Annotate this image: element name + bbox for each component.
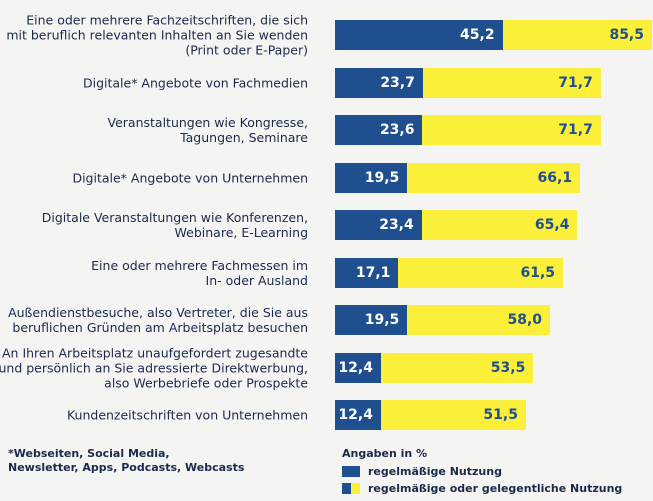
value-label: 71,7 [558, 74, 593, 91]
footnote: *Webseiten, Social Media, Newsletter, Ap… [8, 447, 245, 474]
value-label: 51,5 [483, 407, 518, 423]
legend-swatch [342, 483, 351, 494]
value-label: 66,1 [537, 169, 573, 186]
legend-label: regelmäßige oder gelegentliche Nutzung [368, 482, 623, 495]
legend-swatch [351, 483, 360, 494]
category-label: Digitale Veranstaltungen wie Konferenzen… [41, 210, 308, 240]
value-label: 19,5 [364, 312, 400, 328]
bar [335, 162, 408, 193]
value-label: 12,4 [338, 359, 373, 376]
bar [335, 305, 408, 335]
category-label: Außendienstbesuche, also Vertreter, die … [8, 305, 308, 335]
value-label: 23,4 [379, 217, 414, 233]
value-label: 23,6 [379, 122, 415, 138]
value-label: 23,7 [380, 74, 415, 91]
value-label: 53,5 [490, 359, 526, 376]
category-label: Digitale* Angebote von Unternehmen [72, 170, 308, 185]
bar [335, 400, 381, 430]
value-label: 85,5 [609, 27, 644, 43]
value-label: 12,4 [338, 407, 373, 423]
bar [335, 352, 381, 383]
bar [335, 257, 399, 288]
category-label: Eine oder mehrere Fachzeitschriften, die… [6, 12, 308, 58]
value-label: 71,7 [558, 122, 593, 138]
value-label: 45,2 [460, 27, 495, 43]
bar [335, 67, 423, 98]
category-label: Eine oder mehrere Fachmessen im In- oder… [91, 257, 308, 288]
category-label: Veranstaltungen wie Kongresse, Tagungen,… [107, 115, 309, 145]
category-label: An Ihren Arbeitsplatz unaufgefordert zug… [0, 345, 308, 390]
legend-label: regelmäßige Nutzung [368, 465, 502, 478]
value-label: 58,0 [507, 312, 543, 328]
value-label: 19,5 [364, 169, 400, 186]
bar [335, 210, 422, 240]
bar [335, 20, 503, 50]
bar [335, 115, 423, 145]
value-label: 65,4 [534, 217, 570, 233]
value-label: 17,1 [355, 264, 391, 281]
legend-title: Angaben in % [342, 447, 428, 460]
category-label: Digitale* Angebote von Fachmedien [82, 75, 308, 90]
value-label: 61,5 [520, 264, 556, 281]
legend-swatch [342, 466, 360, 477]
category-label: Kundenzeitschriften von Unternehmen [66, 407, 308, 423]
